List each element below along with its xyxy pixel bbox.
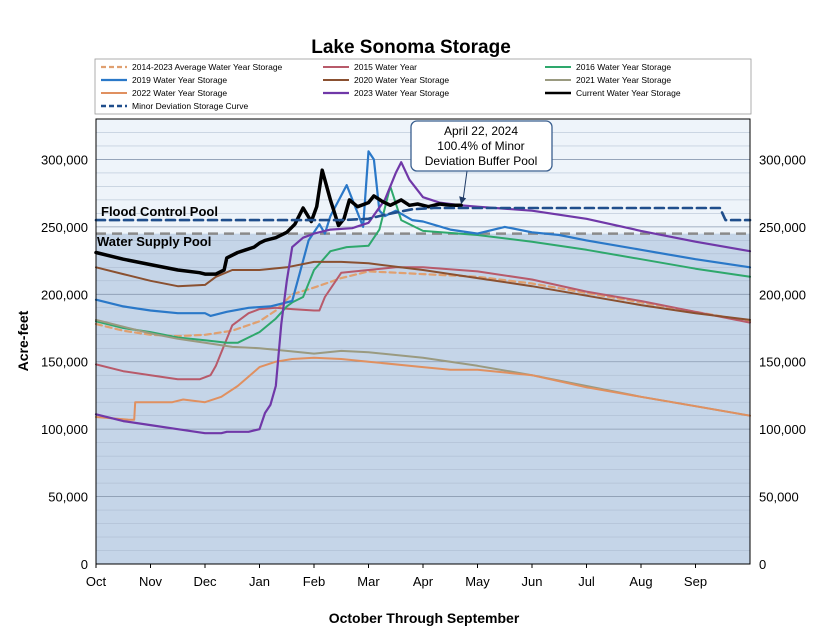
x-tick-label: Mar bbox=[357, 574, 380, 589]
y-axis-left-ticks: 0 50,000 100,000 150,000 200,000 250,000 300,0… bbox=[41, 152, 88, 572]
x-tick-label: Nov bbox=[139, 574, 163, 589]
water-supply-pool-label: Water Supply Pool bbox=[97, 234, 211, 249]
legend-label-minor-deviation-storage-curve: Minor Deviation Storage Curve bbox=[132, 101, 248, 111]
legend-label-2016-water-year-storage: 2016 Water Year Storage bbox=[576, 62, 671, 72]
plot-area bbox=[94, 118, 752, 565]
y-tick-label-right: 100,000 bbox=[759, 422, 806, 437]
legend-label-2022-water-year-storage: 2022 Water Year Storage bbox=[132, 88, 227, 98]
y-tick-label-right: 150,000 bbox=[759, 355, 806, 370]
legend-frame bbox=[94, 58, 752, 115]
series-line-2019-water-year-storage bbox=[94, 150, 752, 317]
callout-line-3: Deviation Buffer Pool bbox=[425, 154, 538, 168]
series-line-2020-water-year-storage bbox=[95, 260, 751, 321]
chart-title: Lake Sonoma Storage bbox=[311, 37, 511, 58]
x-tick-label: Aug bbox=[629, 574, 652, 589]
y-tick-label-left: 200,000 bbox=[41, 287, 88, 302]
legend-label-2019-water-year-storage: 2019 Water Year Storage bbox=[132, 75, 227, 85]
callout-line-2: 100.4% of Minor bbox=[437, 139, 524, 153]
annotation-callout: April 22, 2024 100.4% of Minor Deviation… bbox=[410, 120, 553, 205]
y-tick-label-left: 150,000 bbox=[41, 355, 88, 370]
legend-label-current-water-year-storage: Current Water Year Storage bbox=[576, 88, 681, 98]
series-line-2023-water-year-storage bbox=[94, 161, 752, 435]
x-tick-label: Jan bbox=[249, 574, 270, 589]
y-tick-label-right: 300,000 bbox=[759, 152, 806, 167]
series-line-2014-2023-average-water-year-storage bbox=[94, 270, 752, 338]
series-line-2022-water-year-storage bbox=[95, 356, 751, 421]
y-tick-label-right: 250,000 bbox=[759, 220, 806, 235]
y-tick-label-left: 50,000 bbox=[48, 490, 88, 505]
series-line-2021-water-year-storage bbox=[95, 318, 751, 417]
series-line-current-water-year-storage bbox=[94, 168, 463, 276]
y-tick-label-left: 300,000 bbox=[41, 152, 88, 167]
legend-label-2014-2023-average-water-year-storage: 2014-2023 Average Water Year Storage bbox=[132, 62, 283, 72]
callout-box bbox=[410, 120, 553, 172]
legend-label-2023-water-year-storage: 2023 Water Year Storage bbox=[354, 88, 449, 98]
x-tick-label: Apr bbox=[413, 574, 434, 589]
y-tick-label-left: 250,000 bbox=[41, 220, 88, 235]
y-tick-label-right: 200,000 bbox=[759, 287, 806, 302]
x-axis-label: October Through September bbox=[329, 610, 520, 626]
x-tick-label: May bbox=[465, 574, 490, 589]
x-tick-label: Jun bbox=[522, 574, 543, 589]
callout-line-1: April 22, 2024 bbox=[444, 124, 518, 138]
legend-label-2015-water-year: 2015 Water Year bbox=[354, 62, 417, 72]
callout-arrow-line bbox=[462, 170, 468, 200]
flood-control-pool-label: Flood Control Pool bbox=[101, 204, 218, 219]
y-axis-right-ticks: 0 50,000 100,000 150,000 200,000 250,000 300,0… bbox=[759, 152, 806, 572]
x-tick-label: Dec bbox=[193, 574, 217, 589]
series-line-minor-deviation-storage-curve bbox=[94, 206, 752, 222]
x-tick-label: Jul bbox=[578, 574, 595, 589]
series-line-2016-water-year-storage bbox=[95, 185, 751, 344]
y-tick-label-right: 0 bbox=[759, 557, 766, 572]
legend: 2014-2023 Average Water Year Storage 2015… bbox=[94, 58, 752, 115]
y-axis-label: Acre-feet bbox=[15, 310, 31, 371]
legend-label-2021-water-year-storage: 2021 Water Year Storage bbox=[576, 75, 671, 85]
legend-label-2020-water-year-storage: 2020 Water Year Storage bbox=[354, 75, 449, 85]
x-axis-ticks: Oct Nov Dec Jan Feb Mar Apr May Jun Jul Aug Sep bbox=[86, 564, 707, 589]
series-line-2015-water-year bbox=[95, 266, 751, 381]
y-tick-label-left: 0 bbox=[81, 557, 88, 572]
water-supply-pool-region bbox=[96, 233, 750, 564]
y-tick-label-right: 50,000 bbox=[759, 490, 799, 505]
x-tick-label: Feb bbox=[303, 574, 325, 589]
x-tick-label: Sep bbox=[684, 574, 707, 589]
y-tick-label-left: 100,000 bbox=[41, 422, 88, 437]
callout-arrowhead bbox=[459, 196, 467, 205]
x-tick-label: Oct bbox=[86, 574, 107, 589]
